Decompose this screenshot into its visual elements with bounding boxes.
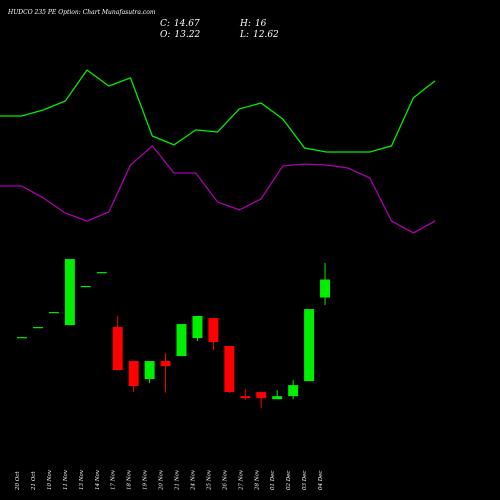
candle-body [128,361,139,387]
x-tick-label: 25 Nov [206,469,212,491]
x-tick-label: 04 Dec [318,471,324,491]
x-tick-label: 03 Dec [302,471,308,491]
summary-value: 12.62 [253,30,279,40]
x-tick-label: 21 Oct [31,471,37,491]
candle-body [144,361,155,380]
candle-body [17,337,27,339]
summary-value: 16 [255,19,267,29]
x-tick-label: 21 Nov [175,469,181,491]
summary-item: C: 14.67 [160,19,200,29]
candle-body [304,309,315,382]
summary-value: 14.67 [174,19,200,29]
x-tick-label: 18 Nov [127,469,133,490]
x-tick-label: 01 Dec [270,471,276,491]
x-tick-label: 28 Nov [254,469,260,491]
x-tick-label: 27 Nov [238,469,244,491]
summary-label: C: [160,19,170,29]
summary-value: 13.22 [174,30,200,40]
chart-title: HUDCO 235 PE Option: Chart Munafasutra.c… [7,9,156,16]
candle-body [192,316,203,339]
indicator-line [0,144,436,234]
candle-body [240,396,251,399]
candle-body [320,279,331,298]
candle-body [176,324,187,357]
candle-body [224,346,235,393]
x-tick-label: 20 Oct [15,471,21,491]
summary-label: L: [239,30,249,40]
candle-body [96,272,107,274]
x-tick-label: 02 Dec [286,471,292,491]
candle-body [80,285,91,288]
summary-label: O: [160,30,170,40]
candle-body [256,392,267,399]
x-tick-label: 11 Nov [63,469,69,490]
candle-body [48,312,59,314]
x-tick-label: 19 Nov [143,469,149,490]
summary-item: L: 12.62 [239,30,279,40]
candle-body [64,259,75,326]
x-tick-label: 13 Nov [79,469,85,490]
summary-item: H: 16 [239,19,267,29]
summary-item: O: 13.22 [160,30,200,40]
candle-body [160,361,171,367]
x-tick-label: 20 Nov [159,469,165,491]
candle-body [32,327,43,329]
x-tick-label: 26 Nov [222,469,228,491]
candle-body [272,396,283,400]
x-tick-label: 24 Nov [190,469,196,491]
candle-body [208,318,219,343]
x-tick-label: 14 Nov [95,469,101,490]
indicator-line [0,69,436,153]
candle-body [288,385,299,397]
candle-body [112,327,123,371]
x-tick-label: 17 Nov [111,469,117,490]
x-tick-label: 10 Nov [47,469,53,490]
summary-label: H: [239,19,251,29]
